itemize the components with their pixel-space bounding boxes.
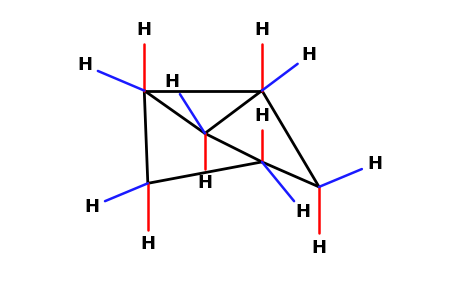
Text: H: H [311, 239, 327, 256]
Text: H: H [255, 106, 270, 125]
Text: H: H [301, 46, 317, 64]
Text: H: H [296, 203, 310, 221]
Text: H: H [84, 198, 100, 216]
Text: H: H [197, 174, 212, 192]
Text: H: H [367, 155, 383, 173]
Text: H: H [140, 235, 155, 253]
Text: H: H [77, 56, 92, 74]
Text: H: H [165, 73, 180, 91]
Text: H: H [255, 21, 270, 39]
Text: H: H [137, 21, 152, 39]
